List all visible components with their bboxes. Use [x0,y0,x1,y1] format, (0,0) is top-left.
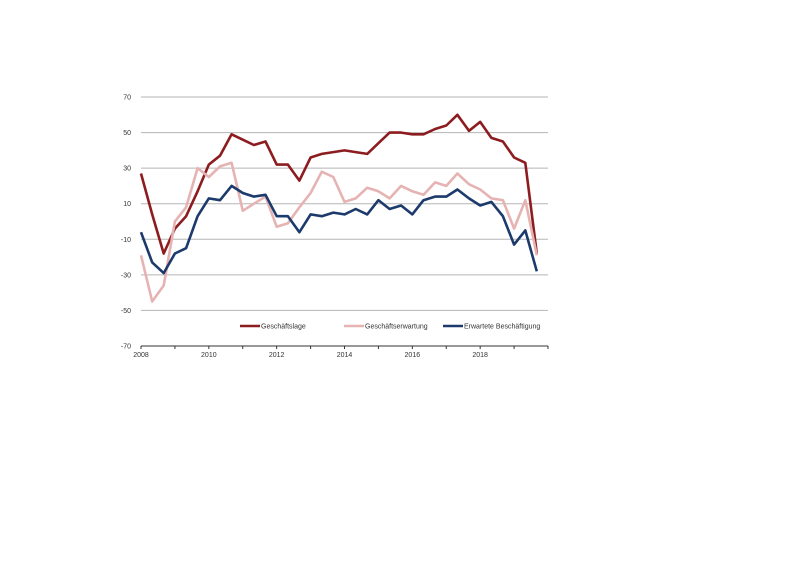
legend-label: Geschäftserwartung [365,324,428,331]
y-tick-label: -30 [121,272,131,279]
x-tick-label: 2012 [269,352,285,359]
x-tick-label: 2016 [405,352,421,359]
series-line-geschäftserwartung [139,161,539,303]
x-axis: 2008 2010 2012 2014 2016 2018 [133,345,549,359]
y-tick-label: 10 [123,201,131,208]
x-tick-label: 2010 [201,352,217,359]
y-tick-label: -70 [121,344,131,351]
y-tick-label: 70 [123,95,131,102]
legend-label: Geschäftslage [261,324,306,331]
y-tick-label: -10 [121,237,131,244]
y-axis-tick-labels: 70 50 30 10 -10 -30 -50 -70 [121,95,131,351]
x-tick-label: 2018 [472,352,488,359]
series-line-erwartete-beschäftigung [139,184,539,275]
y-tick-label: 50 [123,130,131,137]
x-tick-label: 2014 [337,352,353,359]
y-tick-label: -50 [121,308,131,315]
x-tick-label: 2008 [133,352,149,359]
series-lines [139,113,539,303]
legend-label: Erwartete Beschäftigung [464,324,540,331]
gridlines [141,96,548,311]
series-line-geschäftslage [139,113,539,255]
y-tick-label: 30 [123,166,131,173]
legend: Geschäftslage Geschäftserwartung Erwartete… [240,324,540,331]
